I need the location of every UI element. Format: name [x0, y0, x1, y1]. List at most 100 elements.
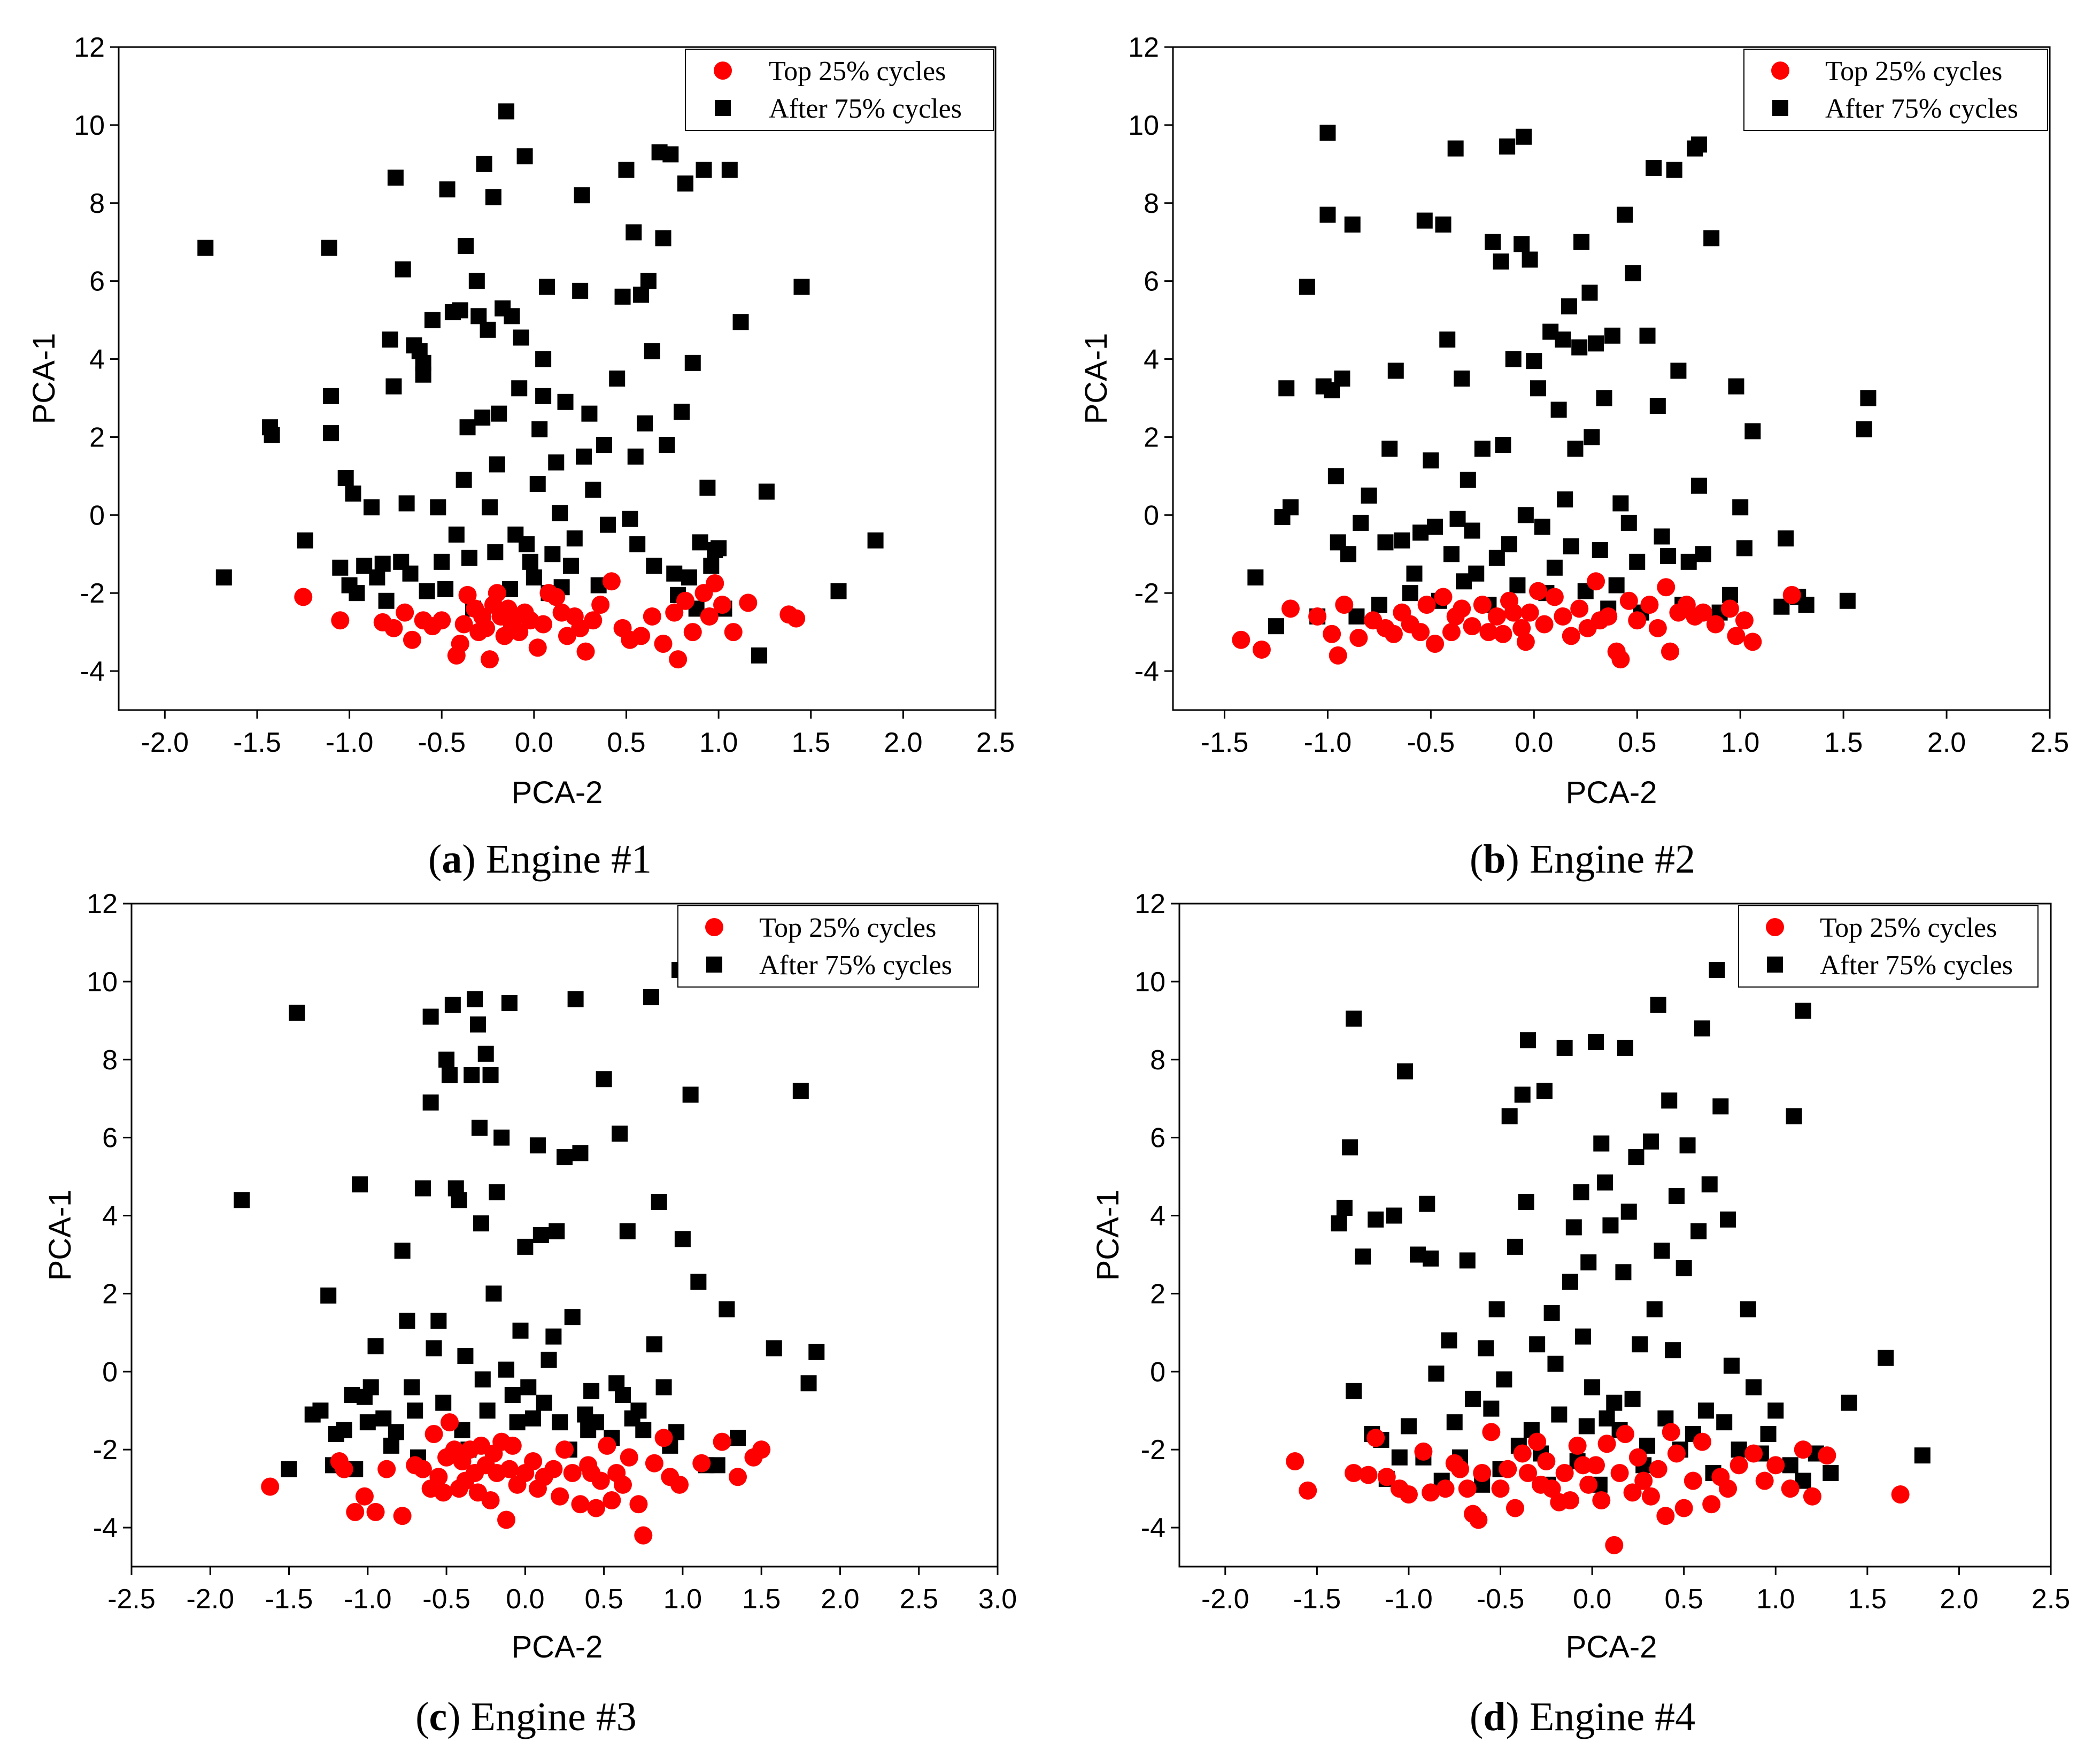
data-point-after-75	[1331, 1215, 1347, 1232]
data-point-after-75	[635, 1422, 652, 1438]
data-point-after-75	[458, 238, 474, 254]
data-point-top-25	[752, 1440, 771, 1459]
panel-engine-2: -1.5 -1.0 -0.5 0.0 0.5 1.0 1.5 2.0 2.5 -4 -2 0 2 4 6 8…	[1079, 32, 2069, 882]
y-axis-title: PCA-1	[1091, 1190, 1125, 1281]
data-point-after-75	[1509, 577, 1526, 593]
plot-area-frame	[118, 46, 997, 711]
data-point-top-25	[724, 623, 743, 642]
y-tick-label: -4	[1134, 656, 1159, 687]
data-point-top-25	[1252, 640, 1271, 659]
data-point-after-75	[1691, 136, 1707, 153]
data-point-after-75	[640, 273, 657, 289]
data-point-after-75	[1355, 1248, 1371, 1265]
data-point-top-25	[454, 615, 473, 634]
data-point-after-75	[1650, 997, 1666, 1013]
data-point-top-25	[1766, 1456, 1785, 1475]
data-point-after-75	[1334, 371, 1350, 387]
y-tick-label: 12	[87, 889, 118, 920]
data-point-top-25	[434, 1483, 453, 1502]
data-point-top-25	[500, 1460, 519, 1478]
data-point-after-75	[1485, 234, 1501, 250]
data-point-after-75	[572, 282, 589, 299]
data-point-after-75	[1530, 380, 1547, 397]
data-point-top-25	[1377, 1468, 1396, 1486]
x-tick-label: 1.0	[663, 1584, 702, 1615]
data-point-top-25	[488, 584, 506, 603]
caption-paren-open: (	[415, 1694, 429, 1739]
data-point-after-75	[1346, 1383, 1362, 1399]
data-point-top-25	[1667, 1444, 1686, 1463]
data-point-after-75	[1778, 530, 1794, 547]
data-point-top-25	[713, 1432, 731, 1451]
y-axis-ticks: -4 -2 0 2 4 6 8 10 12	[1128, 32, 1173, 687]
data-point-top-25	[1458, 1479, 1477, 1498]
data-point-after-75	[489, 1184, 505, 1200]
data-point-top-25	[403, 630, 421, 649]
data-point-after-75	[476, 156, 492, 172]
data-point-top-25	[645, 1454, 663, 1473]
data-point-top-25	[1720, 599, 1739, 618]
data-point-after-75	[758, 483, 775, 500]
data-point-top-25	[1727, 627, 1746, 645]
data-point-after-75	[1592, 542, 1608, 558]
data-point-after-75	[1617, 1039, 1633, 1056]
data-point-after-75	[455, 472, 472, 488]
data-point-after-75	[622, 511, 638, 527]
data-point-top-25	[1657, 578, 1676, 597]
data-point-after-75	[614, 288, 631, 305]
x-tick-label: 0.0	[506, 1584, 544, 1615]
series-after-75-percent	[197, 103, 884, 664]
data-point-top-25	[503, 1436, 522, 1455]
data-point-after-75	[1501, 1108, 1518, 1124]
data-point-top-25	[1537, 1452, 1556, 1471]
data-point-after-75	[385, 378, 402, 395]
data-point-after-75	[1661, 1092, 1678, 1109]
data-point-after-75	[352, 1176, 368, 1193]
x-axis-title: PCA-2	[512, 1630, 603, 1664]
data-point-after-75	[422, 1094, 439, 1111]
data-point-after-75	[513, 329, 529, 346]
data-point-after-75	[452, 302, 468, 319]
data-point-after-75	[1731, 1441, 1747, 1458]
y-tick-label: 8	[89, 188, 105, 219]
data-point-top-25	[1891, 1485, 1910, 1504]
data-point-top-25	[1463, 617, 1481, 636]
data-point-after-75	[1712, 1098, 1729, 1115]
data-point-after-75	[583, 1383, 600, 1399]
data-point-top-25	[1491, 1479, 1510, 1498]
data-point-after-75	[1439, 332, 1456, 348]
data-point-after-75	[498, 1361, 515, 1378]
data-point-after-75	[234, 1192, 250, 1208]
data-point-top-25	[586, 1499, 605, 1517]
data-point-after-75	[1543, 1305, 1560, 1321]
data-point-after-75	[1397, 1063, 1414, 1080]
data-point-after-75	[522, 553, 538, 570]
x-tick-label: 1.5	[742, 1584, 781, 1615]
data-point-after-75	[541, 1352, 557, 1368]
data-point-after-75	[1346, 1011, 1362, 1027]
y-tick-label: -4	[1141, 1513, 1165, 1544]
data-point-after-75	[474, 1371, 491, 1387]
data-point-after-75	[1319, 206, 1336, 223]
x-tick-label: 1.0	[1756, 1584, 1795, 1615]
data-point-top-25	[1648, 619, 1667, 637]
legend: Top 25% cycles After 75% cycles	[1743, 49, 2048, 131]
data-point-after-75	[659, 437, 675, 453]
data-point-after-75	[1786, 1108, 1802, 1124]
data-point-top-25	[510, 623, 529, 642]
data-point-after-75	[572, 1145, 589, 1161]
data-point-top-25	[1519, 1463, 1537, 1482]
y-axis-title: PCA-1	[1079, 333, 1114, 425]
y-tick-label: 8	[102, 1045, 118, 1076]
data-point-after-75	[1839, 592, 1856, 609]
x-tick-label: 0.0	[515, 727, 553, 758]
data-point-after-75	[662, 146, 679, 163]
data-point-after-75	[609, 371, 626, 387]
data-point-after-75	[1823, 1464, 1839, 1481]
data-point-top-25	[497, 1510, 516, 1529]
data-point-top-25	[1605, 1536, 1624, 1554]
caption-paren-open: (	[1470, 1694, 1483, 1739]
y-tick-label: -4	[80, 656, 105, 687]
data-point-after-75	[504, 308, 520, 325]
data-point-top-25	[1592, 1491, 1611, 1509]
